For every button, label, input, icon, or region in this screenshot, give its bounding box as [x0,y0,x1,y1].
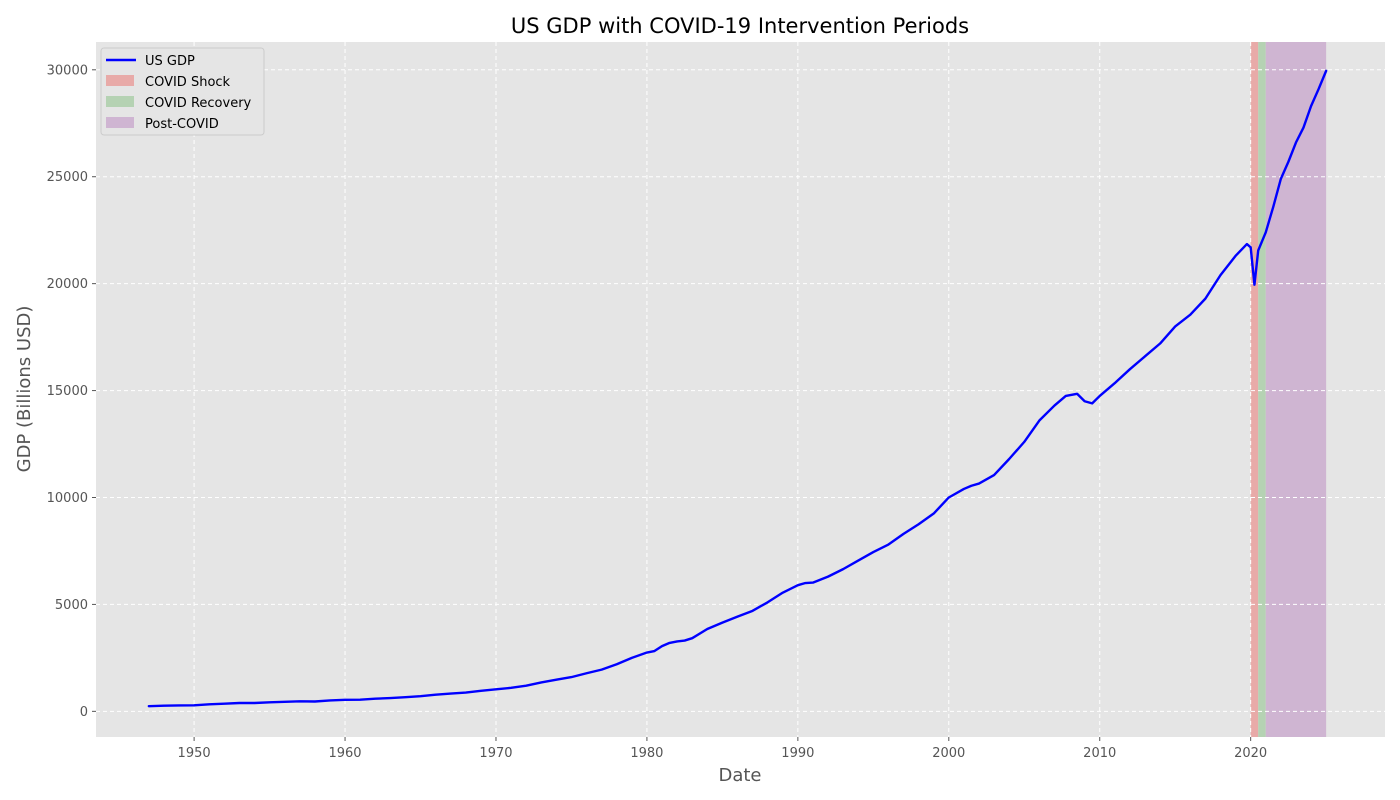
legend-label-covid-recovery: COVID Recovery [145,96,252,111]
legend-swatch-covid-shock [106,75,134,86]
shaded-periods [1250,42,1327,737]
y-tick-label: 5000 [55,598,88,613]
legend-label-covid-shock: COVID Shock [145,75,231,90]
series-line-us-gdp [147,69,1328,708]
shaded-period-covid-recovery [1258,42,1266,737]
legend-label-post-covid: Post-COVID [145,117,219,132]
x-tick-labels: 1950 1960 1970 1980 1990 2000 2010 2020 [178,737,1267,761]
series-layer [147,69,1328,708]
y-tick-label: 0 [80,705,88,720]
plot-area [96,42,1385,737]
chart-title: US GDP with COVID-19 Intervention Period… [511,14,969,38]
legend-swatch-post-covid [106,117,134,128]
x-tick-label: 2020 [1234,746,1267,761]
y-tick-label: 20000 [47,277,88,292]
x-tick-label: 1970 [479,746,512,761]
shaded-period-post-covid [1265,42,1327,737]
legend-swatch-covid-recovery [106,96,134,107]
x-tick-label: 2010 [1083,746,1116,761]
x-tick-label: 1960 [328,746,361,761]
legend-box [100,47,265,136]
x-tick-label: 1990 [781,746,814,761]
legend: US GDP COVID Shock COVID Recovery Post-C… [100,47,265,136]
x-tick-label: 1950 [178,746,211,761]
x-axis-title: Date [718,765,761,786]
legend-label-us-gdp: US GDP [145,54,195,69]
y-tick-label: 15000 [47,384,88,399]
y-tick-labels: 0 5000 10000 15000 20000 25000 30000 [47,63,96,720]
y-tick-label: 10000 [47,491,88,506]
gridlines [96,42,1385,737]
x-tick-label: 2000 [932,746,965,761]
shaded-period-covid-shock [1250,42,1259,737]
y-tick-label: 25000 [47,170,88,185]
y-axis-title: GDP (Billions USD) [14,306,35,473]
y-tick-label: 30000 [47,63,88,78]
x-tick-label: 1980 [630,746,663,761]
